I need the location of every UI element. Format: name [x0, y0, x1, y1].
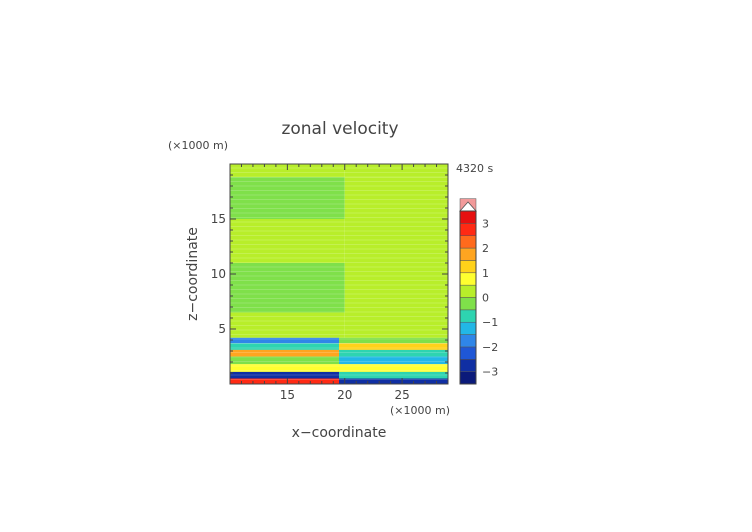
heatmap-plot	[229, 163, 449, 385]
colorbar-tick-label: 2	[482, 242, 489, 255]
colorbar-tick-label: −2	[482, 341, 498, 354]
colorbar-tick-label: 0	[482, 292, 489, 305]
x-tick-label: 25	[394, 388, 409, 402]
colorbar-swatch	[459, 247, 477, 261]
contour-layer	[339, 364, 448, 372]
colorbar-tick-label: 1	[482, 267, 489, 280]
y-unit-label: (×1000 m)	[168, 139, 228, 152]
contour-band	[230, 177, 345, 219]
colorbar-swatch	[459, 359, 477, 372]
colorbar-frame	[459, 210, 477, 385]
contour-layer	[339, 337, 448, 344]
y-tick-label: 10	[211, 267, 226, 281]
colorbar-tick-label: 3	[482, 217, 489, 230]
y-axis-label: z−coordinate	[185, 227, 201, 321]
y-tick-label: 5	[218, 322, 226, 336]
contour-layer	[230, 349, 339, 357]
x-unit-label: (×1000 m)	[390, 404, 450, 417]
contour-band	[344, 263, 448, 313]
contour-layer	[339, 349, 448, 357]
colorbar-swatch	[459, 260, 477, 274]
contour-layer	[230, 371, 339, 379]
contour-band	[344, 312, 448, 338]
contour-layer	[230, 378, 339, 384]
contour-band	[230, 312, 345, 338]
contour-layer	[339, 371, 448, 379]
colorbar-tick-label: −1	[482, 316, 498, 329]
contour-band	[344, 219, 448, 263]
time-label: 4320 s	[456, 162, 493, 175]
contour-layer	[339, 378, 448, 384]
contour-band	[230, 164, 345, 178]
contour-layer	[339, 356, 448, 365]
contour-layer	[230, 356, 339, 365]
colorbar-swatch	[459, 272, 477, 286]
y-tick-label: 15	[211, 212, 226, 226]
chart-title: zonal velocity	[281, 119, 398, 139]
contour-band	[344, 177, 448, 219]
x-axis-label: x−coordinate	[292, 425, 387, 441]
colorbar-swatch	[459, 235, 477, 249]
x-tick-label: 15	[280, 388, 295, 402]
colorbar-swatch	[459, 309, 477, 323]
x-axis: 15 20 25	[229, 164, 449, 402]
colorbar-swatch	[459, 210, 477, 224]
x-tick-label: 20	[337, 388, 352, 402]
colorbar-swatch	[459, 297, 477, 311]
colorbar-swatch	[459, 346, 477, 360]
colorbar-swatch	[459, 371, 477, 385]
colorbar-swatch	[459, 223, 477, 236]
contour-layer	[230, 337, 339, 344]
contour-band	[230, 219, 345, 263]
contour-band	[344, 164, 448, 178]
y-axis: 5 10 15	[211, 163, 448, 385]
colorbar-swatch	[459, 321, 477, 335]
colorbar-swatch	[459, 334, 477, 348]
contour-band	[230, 263, 345, 313]
contour-layer	[230, 364, 339, 372]
colorbar-swatch	[459, 284, 477, 298]
colorbar: 3 2 1 0 −1 −2 −3	[459, 198, 498, 385]
colorbar-tick-label: −3	[482, 366, 498, 379]
contour-layer	[339, 343, 448, 350]
contour-layer	[230, 343, 339, 350]
